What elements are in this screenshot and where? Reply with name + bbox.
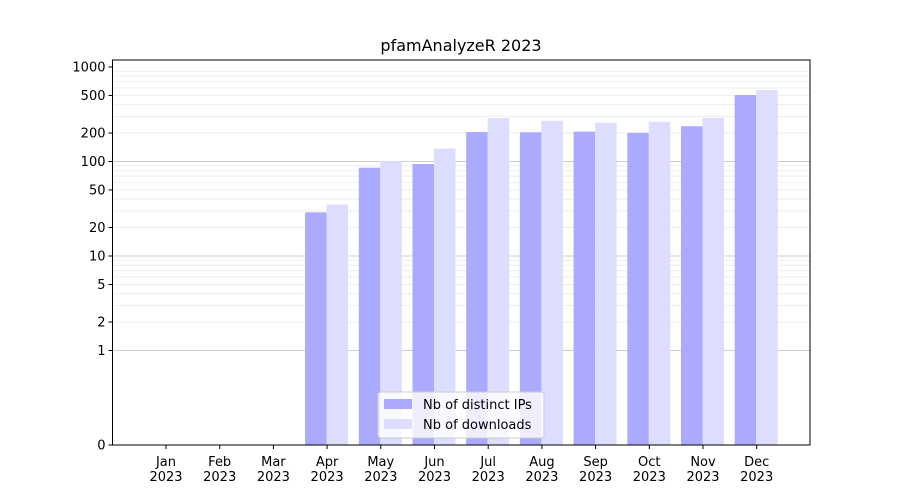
x-tick-label: Dec 2023 bbox=[740, 455, 773, 485]
legend-swatch bbox=[384, 399, 412, 409]
x-tick-label: Mar 2023 bbox=[257, 455, 290, 485]
y-tick-label: 200 bbox=[81, 127, 106, 142]
y-tick-label: 0 bbox=[97, 439, 105, 454]
bar-distinct-ips bbox=[734, 95, 757, 445]
x-tick-label: Jun 2023 bbox=[418, 455, 451, 485]
y-tick-label: 500 bbox=[81, 89, 106, 104]
plot-frame bbox=[112, 59, 811, 446]
chart-title: pfamAnalyzeR 2023 bbox=[380, 36, 541, 55]
bar-downloads bbox=[756, 89, 778, 445]
bar-distinct-ips bbox=[681, 126, 703, 445]
x-tick-label: Aug 2023 bbox=[525, 455, 558, 485]
x-tick-label: Apr 2023 bbox=[311, 455, 344, 485]
x-tick-label: May 2023 bbox=[364, 455, 397, 485]
bar-distinct-ips bbox=[412, 164, 434, 445]
bar-downloads bbox=[434, 148, 456, 446]
y-axis: 0 1 2 5 10 20 50 100 200 500 1000 bbox=[72, 61, 113, 454]
x-axis: Jan 2023 Feb 2023 Mar 2023 Apr 2023 May 2023 Jun 20… bbox=[149, 445, 773, 485]
bar-distinct-ips bbox=[358, 167, 381, 446]
x-tick-label: Jul 2023 bbox=[472, 455, 505, 485]
y-tick-label: 100 bbox=[81, 155, 106, 170]
bars bbox=[305, 89, 778, 446]
y-tick-label: 1000 bbox=[72, 61, 105, 76]
legend-swatch bbox=[384, 419, 412, 429]
y-tick-label: 2 bbox=[97, 316, 105, 331]
bar-downloads bbox=[702, 117, 724, 445]
y-tick-label: 20 bbox=[89, 221, 106, 236]
y-tick-label: 5 bbox=[97, 278, 105, 293]
bar-distinct-ips bbox=[627, 132, 649, 446]
y-tick-label: 1 bbox=[97, 344, 105, 359]
bar-downloads bbox=[326, 204, 349, 445]
x-tick-label: Jan 2023 bbox=[149, 455, 182, 485]
x-tick-label: Sep 2023 bbox=[579, 455, 612, 485]
x-tick-label: Oct 2023 bbox=[633, 455, 666, 485]
bar-downloads bbox=[595, 122, 617, 445]
bar-downloads bbox=[541, 120, 563, 446]
legend-box bbox=[377, 391, 545, 439]
legend-label: Nb of distinct IPs bbox=[423, 398, 532, 413]
bar-downloads bbox=[487, 117, 510, 445]
bar-distinct-ips bbox=[573, 131, 596, 445]
bar-downloads bbox=[648, 121, 671, 445]
bar-distinct-ips bbox=[305, 212, 327, 445]
bar-downloads bbox=[380, 161, 402, 446]
bar-distinct-ips bbox=[466, 132, 488, 446]
x-tick-label: Feb 2023 bbox=[203, 455, 236, 485]
y-tick-label: 50 bbox=[89, 183, 106, 198]
y-tick-label: 10 bbox=[89, 250, 106, 265]
legend-label: Nb of downloads bbox=[423, 418, 532, 433]
bar-distinct-ips bbox=[519, 132, 542, 446]
x-tick-label: Nov 2023 bbox=[686, 455, 719, 485]
legend: Nb of distinct IPs Nb of downloads bbox=[377, 391, 545, 439]
